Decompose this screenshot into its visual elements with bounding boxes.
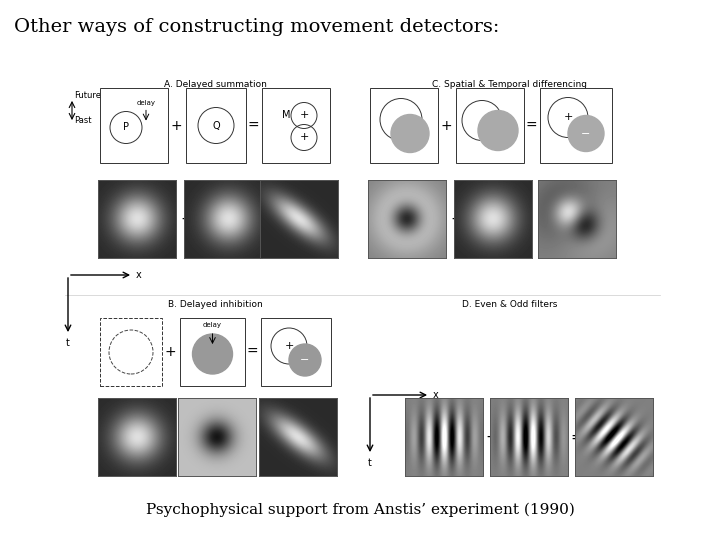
Circle shape [391, 114, 429, 152]
Text: =: = [525, 118, 537, 132]
Bar [186, 88, 246, 163]
Text: Psychophysical support from Anstis’ experiment (1990): Psychophysical support from Anstis’ expe… [145, 503, 575, 517]
Text: t: t [66, 338, 70, 348]
Text: +: + [563, 112, 572, 123]
Text: A. Delayed summation: A. Delayed summation [163, 80, 266, 89]
Text: =: = [536, 212, 549, 226]
Text: =: = [247, 118, 258, 132]
Text: +: + [284, 341, 294, 351]
Bar [370, 88, 438, 163]
Text: +: + [170, 118, 182, 132]
Bar [540, 88, 612, 163]
Bar [100, 318, 162, 386]
Text: Future: Future [74, 91, 101, 100]
Bar [456, 88, 524, 163]
Text: M: M [282, 111, 290, 120]
Text: D. Even & Odd filters: D. Even & Odd filters [462, 300, 558, 309]
Text: +: + [164, 345, 176, 359]
Circle shape [568, 116, 604, 152]
Text: C. Spatial & Temporal differencing: C. Spatial & Temporal differencing [433, 80, 588, 89]
Bar [180, 318, 245, 386]
Text: x: x [433, 390, 438, 400]
Text: delay: delay [137, 99, 156, 105]
Circle shape [478, 111, 518, 151]
Text: =: = [246, 345, 258, 359]
Text: t: t [368, 458, 372, 468]
Text: +: + [300, 132, 309, 143]
Text: −: − [300, 355, 310, 365]
Text: +: + [300, 111, 309, 120]
Text: Q: Q [212, 120, 220, 131]
Text: +: + [451, 212, 464, 226]
Circle shape [192, 334, 233, 374]
Bar [100, 88, 168, 163]
Text: =: = [571, 429, 583, 444]
Bar [262, 88, 330, 163]
Text: B. Delayed inhibition: B. Delayed inhibition [168, 300, 262, 309]
Text: +: + [485, 429, 498, 444]
Text: =: = [266, 212, 279, 226]
Text: Past: Past [74, 116, 91, 125]
Text: +: + [181, 429, 194, 444]
Circle shape [289, 344, 321, 376]
Text: +: + [440, 118, 452, 132]
Text: P: P [123, 123, 129, 132]
Text: x: x [136, 270, 142, 280]
Text: =: = [261, 429, 274, 444]
Text: delay: delay [203, 322, 222, 328]
Text: −: − [581, 129, 590, 138]
Text: Other ways of constructing movement detectors:: Other ways of constructing movement dete… [14, 18, 500, 36]
Bar [261, 318, 331, 386]
Text: +: + [181, 212, 194, 226]
